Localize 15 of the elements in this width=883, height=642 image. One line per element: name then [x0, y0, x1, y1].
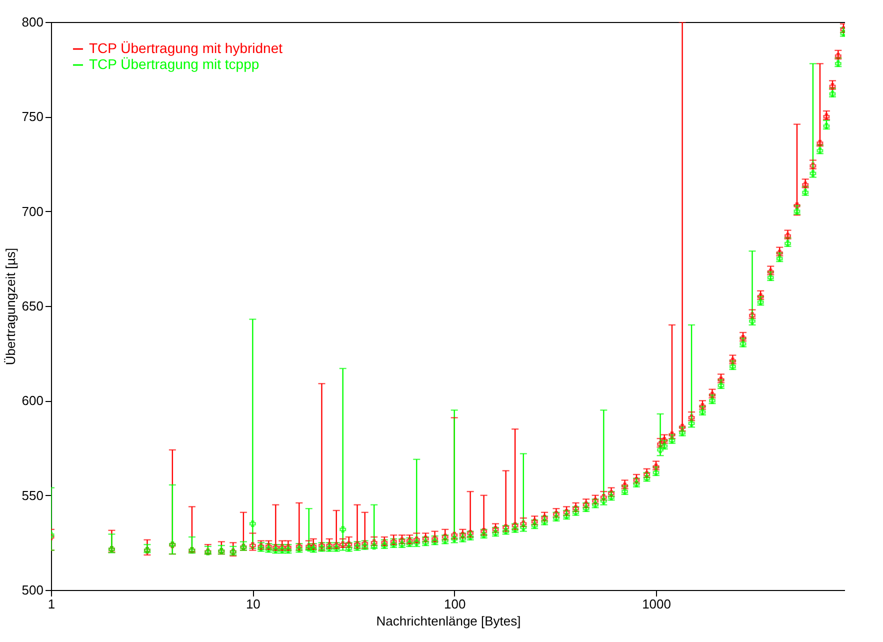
- y-tick-label: 750: [22, 109, 44, 124]
- y-axis-title: Übertragungzeit [µs]: [2, 248, 18, 366]
- x-axis-title: Nachrichtenlänge [Bytes]: [376, 614, 521, 628]
- y-tick-label: 600: [22, 393, 44, 408]
- x-tick-label: 1: [48, 596, 56, 612]
- legend-label: TCP Übertragung mit hybridnet: [89, 40, 283, 56]
- y-tick-label: 700: [22, 204, 44, 219]
- y-tick-label: 650: [22, 298, 44, 314]
- x-tick-label: 10: [246, 596, 260, 612]
- x-tick-label: 1000: [642, 596, 671, 612]
- legend-label: TCP Übertragung mit tcppp: [89, 56, 260, 72]
- y-tick-label: 550: [22, 488, 44, 503]
- y-tick-label: 500: [22, 582, 44, 598]
- x-tick-label: 100: [444, 596, 466, 612]
- y-tick-label: 800: [22, 14, 44, 30]
